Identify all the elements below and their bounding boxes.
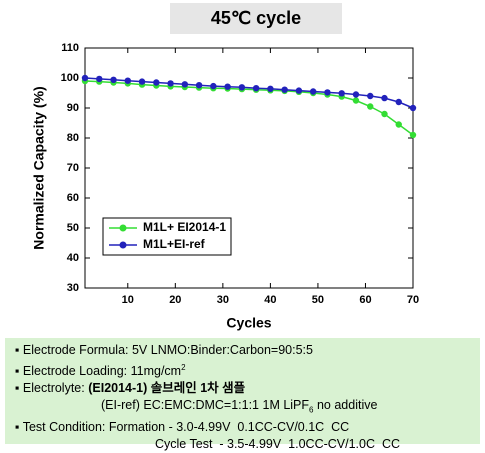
y-tick-label: 60 bbox=[67, 192, 79, 204]
data-point bbox=[352, 97, 360, 104]
legend-marker bbox=[119, 241, 127, 249]
note-text: Electrode Formula: 5V LNMO:Binder:Carbon… bbox=[22, 343, 313, 357]
series-line bbox=[84, 80, 414, 136]
data-point bbox=[338, 90, 345, 97]
y-tick-label: 50 bbox=[67, 222, 79, 234]
notes: Electrode Formula: 5V LNMO:Binder:Carbon… bbox=[5, 338, 480, 451]
x-tick-label: 70 bbox=[407, 294, 419, 306]
data-point bbox=[395, 98, 402, 106]
data-point bbox=[238, 84, 246, 91]
note-bold: (EI2014-1) 솔브레인 1차 샘플 bbox=[88, 381, 246, 396]
data-point bbox=[224, 83, 231, 90]
y-tick-label: 90 bbox=[67, 102, 79, 114]
x-tick-label: 20 bbox=[169, 294, 181, 306]
data-point bbox=[210, 82, 217, 90]
chart: 30 40 50 60 70 80 90 100 110 10 20 30 40 50 60 70 Cycles… bbox=[31, 42, 419, 331]
note-line: Test Condition: Formation - 3.0-4.99V 0.… bbox=[5, 419, 480, 436]
data-point bbox=[195, 82, 203, 89]
y-tick-label: 80 bbox=[67, 132, 79, 144]
note-text: (EI-ref) EC:EMC:DMC=1:1:1 1M LiPF bbox=[101, 398, 310, 413]
note-text: no additive bbox=[313, 398, 378, 413]
note-line: Electrolyte: (EI2014-1) 솔브레인 1차 샘플 bbox=[5, 380, 480, 397]
y-tick-label: 110 bbox=[61, 42, 79, 54]
note-sub: 6 bbox=[309, 405, 314, 415]
y-tick-label: 40 bbox=[67, 252, 79, 264]
data-point bbox=[352, 91, 360, 98]
note-text: Electrolyte: bbox=[22, 381, 89, 396]
note-line: (EI-ref) EC:EMC:DMC=1:1:1 1M LiPF6 no ad… bbox=[5, 397, 480, 419]
chart-title: 45℃ cycle bbox=[170, 3, 342, 34]
note-text: Cycle Test - 3.5-4.99V 1.0CC-CV/1.0C CC bbox=[155, 436, 400, 451]
data-point bbox=[167, 80, 174, 87]
data-point bbox=[252, 85, 260, 92]
y-axis-label: Normalized Capacity (%) bbox=[31, 86, 47, 249]
data-point bbox=[124, 77, 131, 84]
x-tick-label: 10 bbox=[122, 294, 134, 306]
note-line: Cycle Test - 3.5-4.99V 1.0CC-CV/1.0C CC bbox=[5, 436, 480, 453]
data-point bbox=[267, 85, 274, 93]
x-tick-label: 30 bbox=[217, 294, 229, 306]
data-point bbox=[309, 88, 317, 95]
data-point bbox=[181, 81, 189, 88]
legend-label: M1L+EI-ref bbox=[143, 237, 206, 251]
data-point bbox=[138, 78, 146, 85]
data-point bbox=[281, 86, 288, 93]
data-point bbox=[324, 89, 331, 96]
legend-label: M1L+ EI2014-1 bbox=[143, 220, 226, 234]
x-tick-label: 60 bbox=[359, 294, 371, 306]
x-tick-label: 50 bbox=[312, 294, 324, 306]
data-point bbox=[367, 92, 374, 100]
data-point bbox=[409, 131, 417, 139]
data-point bbox=[409, 104, 417, 112]
data-point bbox=[381, 94, 388, 102]
data-point bbox=[381, 110, 388, 118]
note-text: Test Condition: Formation - 3.0-4.99V 0.… bbox=[22, 419, 350, 434]
data-point bbox=[81, 74, 89, 82]
legend-marker bbox=[119, 224, 127, 232]
data-point bbox=[110, 76, 117, 84]
y-tick-label: 70 bbox=[67, 162, 79, 174]
note-line: Electrode Loading: 11mg/cm2 bbox=[5, 359, 480, 380]
y-tick-label: 100 bbox=[61, 72, 79, 84]
data-point bbox=[295, 87, 303, 94]
data-point bbox=[367, 103, 374, 110]
data-point bbox=[395, 121, 402, 128]
data-point bbox=[96, 75, 103, 83]
x-tick-label: 40 bbox=[264, 294, 276, 306]
note-text: Electrode Loading: 11mg/cm bbox=[22, 364, 182, 379]
note-sup: 2 bbox=[181, 363, 186, 372]
note-line: Electrode Formula: 5V LNMO:Binder:Carbon… bbox=[5, 342, 480, 359]
data-point bbox=[153, 79, 160, 86]
legend-box bbox=[102, 217, 232, 256]
x-axis-label: Cycles bbox=[226, 315, 271, 331]
y-tick-label: 30 bbox=[67, 282, 79, 294]
